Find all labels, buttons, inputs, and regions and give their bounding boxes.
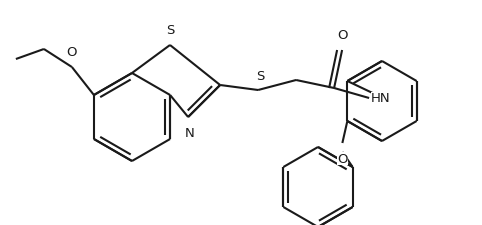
Text: HN: HN [371, 92, 391, 105]
Text: O: O [67, 46, 77, 59]
Text: S: S [166, 24, 174, 37]
Text: S: S [256, 70, 264, 83]
Text: O: O [337, 29, 348, 42]
Text: O: O [337, 152, 348, 165]
Text: N: N [185, 126, 195, 139]
